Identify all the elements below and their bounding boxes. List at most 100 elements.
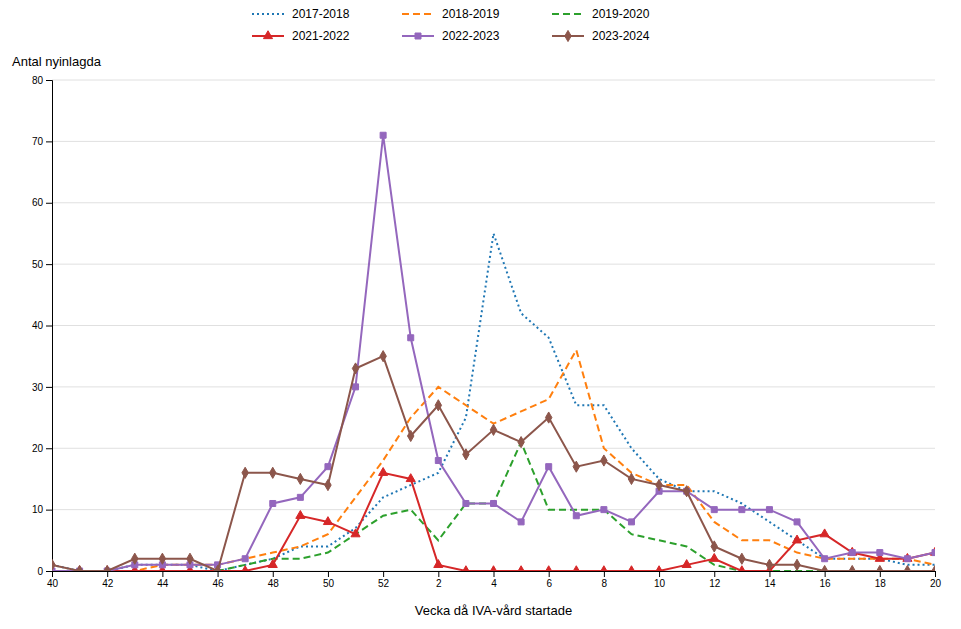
x-tick-mark xyxy=(383,571,384,577)
y-axis: 01020304050607080 xyxy=(32,75,53,577)
y-tick: 50 xyxy=(32,259,52,270)
x-tick: 2 xyxy=(436,571,442,589)
series-marker xyxy=(435,400,441,411)
series-marker xyxy=(766,559,772,570)
y-tick-mark xyxy=(46,203,52,204)
series-line xyxy=(52,356,935,571)
series-marker xyxy=(489,566,498,571)
x-tick-mark xyxy=(218,571,219,577)
series-marker xyxy=(325,479,331,490)
series-marker xyxy=(849,565,855,571)
x-tick-mark xyxy=(549,571,550,577)
x-tick-mark xyxy=(438,571,439,577)
y-tick-mark xyxy=(46,264,52,265)
legend-label: 2023-2024 xyxy=(592,29,650,43)
y-tick-label: 20 xyxy=(32,443,44,454)
y-tick: 20 xyxy=(32,443,52,454)
y-tick-mark xyxy=(46,80,52,81)
series-marker xyxy=(325,464,331,470)
legend-item: 2022-2023 xyxy=(402,29,500,43)
x-tick-label: 50 xyxy=(323,578,335,589)
series-marker xyxy=(627,566,636,571)
legend-swatch xyxy=(402,13,434,15)
series-marker xyxy=(656,479,662,490)
marks xyxy=(52,132,935,571)
x-tick-mark xyxy=(825,571,826,577)
series-marker xyxy=(518,437,524,448)
series-marker xyxy=(52,559,55,570)
x-tick-label: 48 xyxy=(268,578,280,589)
series-marker xyxy=(351,529,360,537)
grid-line xyxy=(52,386,935,387)
x-tick: 52 xyxy=(378,571,390,589)
series-marker xyxy=(490,424,496,435)
series-marker xyxy=(822,556,828,562)
y-tick-label: 50 xyxy=(32,259,44,270)
x-tick-label: 12 xyxy=(709,578,721,589)
series-marker xyxy=(380,351,386,362)
series-marker xyxy=(379,468,388,476)
y-tick-mark xyxy=(46,510,52,511)
x-tick-mark xyxy=(494,571,495,577)
legend-label: 2019-2020 xyxy=(592,7,650,21)
legend-label: 2017-2018 xyxy=(292,7,350,21)
grid-line xyxy=(52,202,935,203)
series-marker xyxy=(794,559,800,570)
series-marker xyxy=(297,473,303,484)
series-marker xyxy=(353,384,359,390)
y-tick-mark xyxy=(46,448,52,449)
series-marker xyxy=(904,556,910,562)
x-axis: 404244464850522468101214161820 xyxy=(47,571,942,589)
grid xyxy=(52,80,935,571)
y-tick-label: 80 xyxy=(32,75,44,86)
grid-line xyxy=(52,80,935,81)
y-axis-title: Antal nyinlagda xyxy=(12,54,102,69)
series-marker xyxy=(711,541,717,552)
series-marker xyxy=(877,550,883,556)
series-line xyxy=(52,350,935,571)
series-marker xyxy=(739,553,745,564)
series-marker xyxy=(242,556,248,562)
series-line xyxy=(52,135,935,571)
series-marker xyxy=(546,464,552,470)
chart-container: 0102030405060708040424446485052246810121… xyxy=(0,0,961,629)
series-line xyxy=(52,442,935,571)
series-marker xyxy=(544,566,553,571)
legend-item: 2021-2022 xyxy=(252,29,350,43)
series-marker xyxy=(792,535,801,543)
series-marker xyxy=(628,519,634,525)
x-tick: 40 xyxy=(47,571,59,589)
x-tick: 6 xyxy=(546,571,552,589)
x-tick-mark xyxy=(769,571,770,577)
x-tick-label: 52 xyxy=(378,578,390,589)
series-marker xyxy=(932,565,935,571)
x-axis-line xyxy=(53,572,936,578)
series-marker xyxy=(820,529,829,537)
series-marker xyxy=(159,553,165,564)
x-tick: 12 xyxy=(709,571,721,589)
y-tick-label: 70 xyxy=(32,136,44,147)
x-tick-mark xyxy=(714,571,715,577)
series-marker xyxy=(903,553,912,561)
series-marker xyxy=(655,566,664,571)
series-marker xyxy=(297,494,303,500)
legend-marker xyxy=(263,31,272,39)
series-marker xyxy=(794,519,800,525)
series-marker xyxy=(877,565,883,571)
series-marker xyxy=(573,513,579,519)
y-tick: 60 xyxy=(32,197,52,208)
series-marker xyxy=(601,507,607,513)
x-tick-label: 6 xyxy=(546,578,552,589)
series-marker xyxy=(270,500,276,506)
x-tick-mark xyxy=(328,571,329,577)
x-tick-mark xyxy=(935,571,936,577)
series-marker xyxy=(628,473,634,484)
series-marker xyxy=(682,560,691,568)
series-marker xyxy=(737,566,746,571)
legend-item: 2017-2018 xyxy=(252,7,350,21)
grid-line xyxy=(52,509,935,510)
series-marker xyxy=(296,510,305,518)
x-tick-label: 42 xyxy=(102,578,114,589)
x-tick-mark xyxy=(162,571,163,577)
x-tick-mark xyxy=(52,571,53,577)
